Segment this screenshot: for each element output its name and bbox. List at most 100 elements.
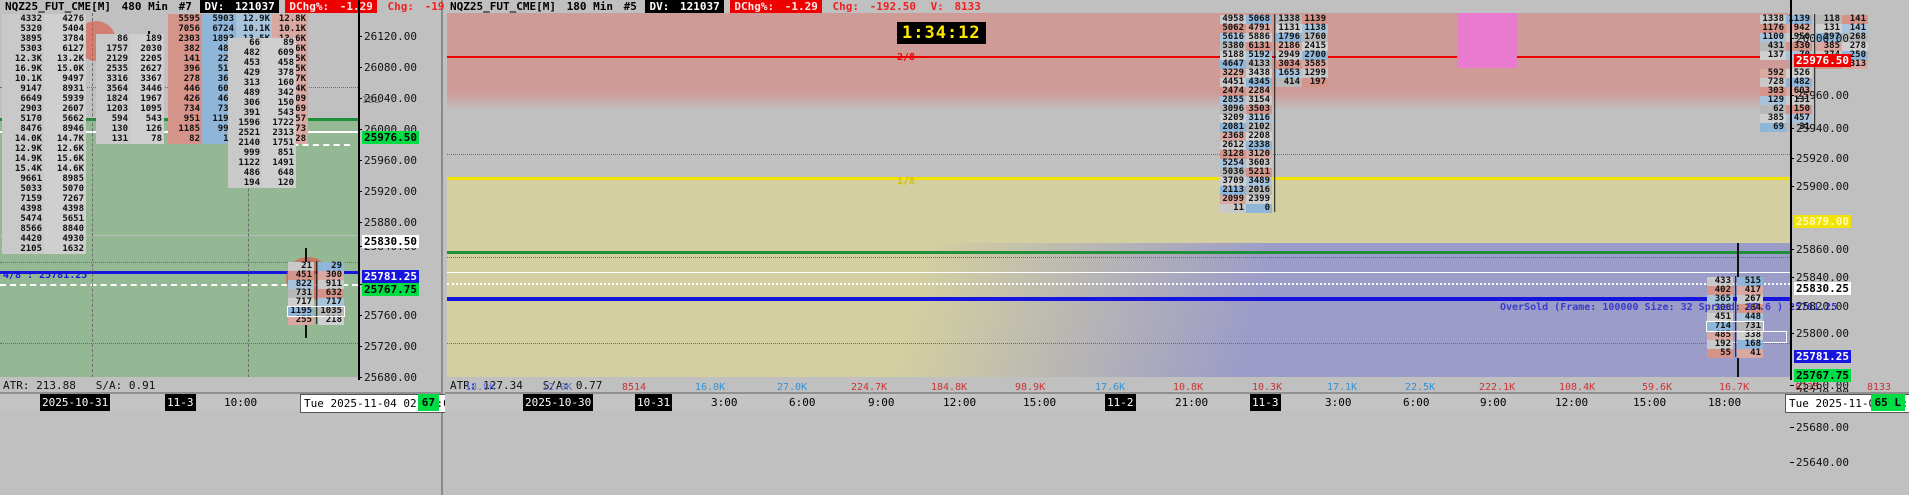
ladder-row[interactable]: 5320 5404 bbox=[2, 24, 90, 34]
ladder-row[interactable]: 306 150 bbox=[228, 98, 300, 108]
price-tag-white[interactable]: 25830.25 bbox=[1794, 282, 1851, 295]
ladder-row[interactable]: 9661 8985 bbox=[2, 174, 90, 184]
ladder-row[interactable]: 4332 4276 bbox=[2, 14, 90, 24]
ladder-row[interactable]: 453 458 bbox=[228, 58, 300, 68]
dom-row[interactable]: 714 | 731 bbox=[1706, 321, 1764, 332]
price-tag-green[interactable]: 25767.75 bbox=[362, 283, 419, 296]
chart-panel-left[interactable]: NQZ25_FUT_CME[M] 480 Min #7 DV: 121037 D… bbox=[0, 0, 536, 495]
dom-cluster-left-panel[interactable]: 21 | 29 451 | 300 822 | 911 731 | 632 717 | 717 1195 |10… bbox=[287, 262, 345, 325]
price-tag-green[interactable]: 25976.50 bbox=[362, 131, 419, 144]
dom-row[interactable]: 255 | 218 bbox=[288, 316, 344, 325]
chart-panel-right[interactable]: NQZ25_FUT_CME[M] 180 Min #5 DV: 121037 D… bbox=[445, 0, 1909, 495]
ladder-row[interactable]: 313 160 bbox=[228, 78, 300, 88]
ladder-row[interactable]: 2521 2313 bbox=[228, 128, 300, 138]
dom-row[interactable]: 2081 2102 | bbox=[1220, 123, 1328, 132]
price-axis-right[interactable]: 26000.00 25960.00 25940.00 25920.00 25900.00… bbox=[1790, 0, 1909, 469]
price-tag-blue[interactable]: 25781.25 bbox=[362, 270, 419, 283]
dom-row[interactable]: 451 | 300 bbox=[288, 271, 344, 280]
dom-row[interactable]: 4958 5068 |1338 1139 bbox=[1220, 15, 1328, 24]
dom-row[interactable]: 62 150 | bbox=[1760, 105, 1868, 114]
ladder-row[interactable]: 7056 6724 10.1K 10.1K bbox=[96, 24, 308, 34]
dom-row[interactable]: 1338 1139 | 118 141 bbox=[1760, 15, 1868, 24]
dom-ladder-right-col[interactable]: 66 89 482 609 453 458 429 378 313 160 489 342 306 150… bbox=[228, 38, 300, 188]
dom-row[interactable]: 5062 4791 |1131 1138 bbox=[1220, 24, 1328, 33]
dom-row[interactable]: 451 | 448 bbox=[1707, 313, 1763, 322]
price-axis-left[interactable]: 26120.00 26080.00 26040.00 26000.00 25960.00… bbox=[358, 0, 445, 415]
ladder-row[interactable]: 12.3K 13.2K bbox=[2, 54, 90, 64]
dom-row[interactable]: 4451 4345 | 414 197 bbox=[1220, 78, 1328, 87]
chart-plot-right[interactable] bbox=[447, 13, 1790, 377]
ladder-row[interactable]: 5595 5903 12.9K 12.8K bbox=[96, 14, 308, 24]
price-tag-yellow[interactable]: 25879.00 bbox=[1794, 215, 1851, 228]
dom-row[interactable]: 433 | 515 bbox=[1707, 277, 1763, 286]
ladder-row[interactable]: 2903 2607 bbox=[2, 104, 90, 114]
dom-row[interactable]: 11 0 | bbox=[1220, 204, 1328, 213]
dom-row[interactable]: 5188 5192 |2949 2700 bbox=[1220, 51, 1328, 60]
dom-row[interactable]: 5380 6131 |2186 2415 bbox=[1220, 42, 1328, 51]
ladder-row[interactable]: 14.0K 14.7K bbox=[2, 134, 90, 144]
dom-row[interactable]: 385 457 | bbox=[1760, 114, 1868, 123]
price-tag-red[interactable]: 25976.50 bbox=[1794, 54, 1851, 67]
ladder-row[interactable]: 10.1K 9497 bbox=[2, 74, 90, 84]
dom-row[interactable]: 5616 5886 |1796 1760 bbox=[1220, 33, 1328, 42]
dom-row[interactable]: 822 | 911 bbox=[288, 280, 344, 289]
ladder-row[interactable]: 4398 4398 bbox=[2, 204, 90, 214]
ladder-row[interactable]: 8476 8946 bbox=[2, 124, 90, 134]
dom-row[interactable]: 129 131 | bbox=[1760, 96, 1868, 105]
dom-row[interactable]: 1100 950 | 297 268 bbox=[1760, 33, 1868, 42]
dom-ladder-left-col[interactable]: 4332 4276 5320 5404 3895 3784 5303 6127 12.3K 13.… bbox=[2, 14, 90, 254]
ladder-row[interactable]: 482 609 bbox=[228, 48, 300, 58]
dom-row[interactable]: 365 | 267 bbox=[1707, 295, 1763, 304]
dom-row[interactable]: 2099 2399 | bbox=[1220, 195, 1328, 204]
ladder-row[interactable]: 66 89 bbox=[228, 38, 300, 48]
ladder-row[interactable]: 489 342 bbox=[228, 88, 300, 98]
dom-row[interactable]: 2855 3154 | bbox=[1220, 96, 1328, 105]
ladder-row[interactable]: 5033 5070 bbox=[2, 184, 90, 194]
bar-count-badge[interactable]: 65 L bbox=[1870, 394, 1905, 411]
ladder-row[interactable]: 8566 8840 bbox=[2, 224, 90, 234]
dom-row[interactable]: 3709 3489 | bbox=[1220, 177, 1328, 186]
ladder-row[interactable]: 5474 5651 bbox=[2, 214, 90, 224]
ladder-row[interactable]: 3895 3784 bbox=[2, 34, 90, 44]
dom-row[interactable]: 3096 3503 | bbox=[1220, 105, 1328, 114]
dom-row[interactable]: 21 | 29 bbox=[288, 262, 344, 271]
dom-row[interactable]: 3229 3438 |1653 1299 bbox=[1220, 69, 1328, 78]
ladder-row[interactable]: 5170 5662 bbox=[2, 114, 90, 124]
dom-row[interactable]: 303 603 | bbox=[1760, 87, 1868, 96]
ladder-row[interactable]: 9147 8931 bbox=[2, 84, 90, 94]
time-axis-right[interactable]: 2025-10-30 10-31 3:00 6:00 9:00 12:00 15:00 11-… bbox=[445, 392, 1909, 413]
dom-row[interactable]: 55 | 41 bbox=[1707, 349, 1763, 358]
ladder-row[interactable]: 999 851 bbox=[228, 148, 300, 158]
ladder-row[interactable]: 14.9K 15.6K bbox=[2, 154, 90, 164]
ladder-row[interactable]: 2105 1632 bbox=[2, 244, 90, 254]
ladder-row[interactable]: 4420 4930 bbox=[2, 234, 90, 244]
dom-row[interactable]: 717 | 717 bbox=[288, 298, 344, 307]
dom-row[interactable]: 1176 942 | 131 141 bbox=[1760, 24, 1868, 33]
ladder-row[interactable]: 12.9K 12.6K bbox=[2, 144, 90, 154]
dom-row[interactable]: 2368 2208 | bbox=[1220, 132, 1328, 141]
dom-row[interactable]: 2113 2016 | bbox=[1220, 186, 1328, 195]
ladder-row[interactable]: 15.4K 14.6K bbox=[2, 164, 90, 174]
dom-row[interactable]: 3209 3116 | bbox=[1220, 114, 1328, 123]
dom-row[interactable]: 731 | 632 bbox=[288, 289, 344, 298]
ladder-row[interactable]: 7159 7267 bbox=[2, 194, 90, 204]
dom-cluster-right-left[interactable]: 4958 5068 |1338 1139 5062 4791 |1131 1138 5616 58… bbox=[1220, 15, 1328, 213]
ladder-row[interactable]: 16.9K 15.0K bbox=[2, 64, 90, 74]
ladder-row[interactable]: 6649 5939 bbox=[2, 94, 90, 104]
dom-row[interactable]: 69 31 | bbox=[1760, 123, 1868, 132]
dom-row[interactable]: 192 | 168 bbox=[1707, 340, 1763, 349]
ladder-row[interactable]: 486 648 bbox=[228, 168, 300, 178]
dom-row[interactable]: 402 | 417 bbox=[1707, 286, 1763, 295]
dom-row[interactable]: 592 526 | bbox=[1760, 69, 1868, 78]
price-tag-white[interactable]: 25830.50 bbox=[362, 235, 419, 248]
dom-row[interactable]: 4647 4133 |3034 3585 bbox=[1220, 60, 1328, 69]
dom-cluster-right-lower[interactable]: 433 | 515 402 | 417 365 | 267 306 | 284 451 | 448 714 | 7… bbox=[1706, 277, 1764, 358]
dom-row[interactable]: 728 482 | bbox=[1760, 78, 1868, 87]
ladder-row[interactable]: 1596 1722 bbox=[228, 118, 300, 128]
ladder-row[interactable]: 5303 6127 bbox=[2, 44, 90, 54]
dom-row[interactable]: 485 | 338 bbox=[1707, 331, 1763, 340]
ladder-row[interactable]: 429 378 bbox=[228, 68, 300, 78]
dom-row[interactable]: 431 330 | 385 278 bbox=[1760, 42, 1868, 51]
dom-cluster-right-upper[interactable]: 1338 1139 | 118 141 1176 942 | 131 141 1100 950 | 297… bbox=[1760, 15, 1868, 132]
price-tag-green[interactable]: 25767.75 bbox=[1794, 369, 1851, 382]
